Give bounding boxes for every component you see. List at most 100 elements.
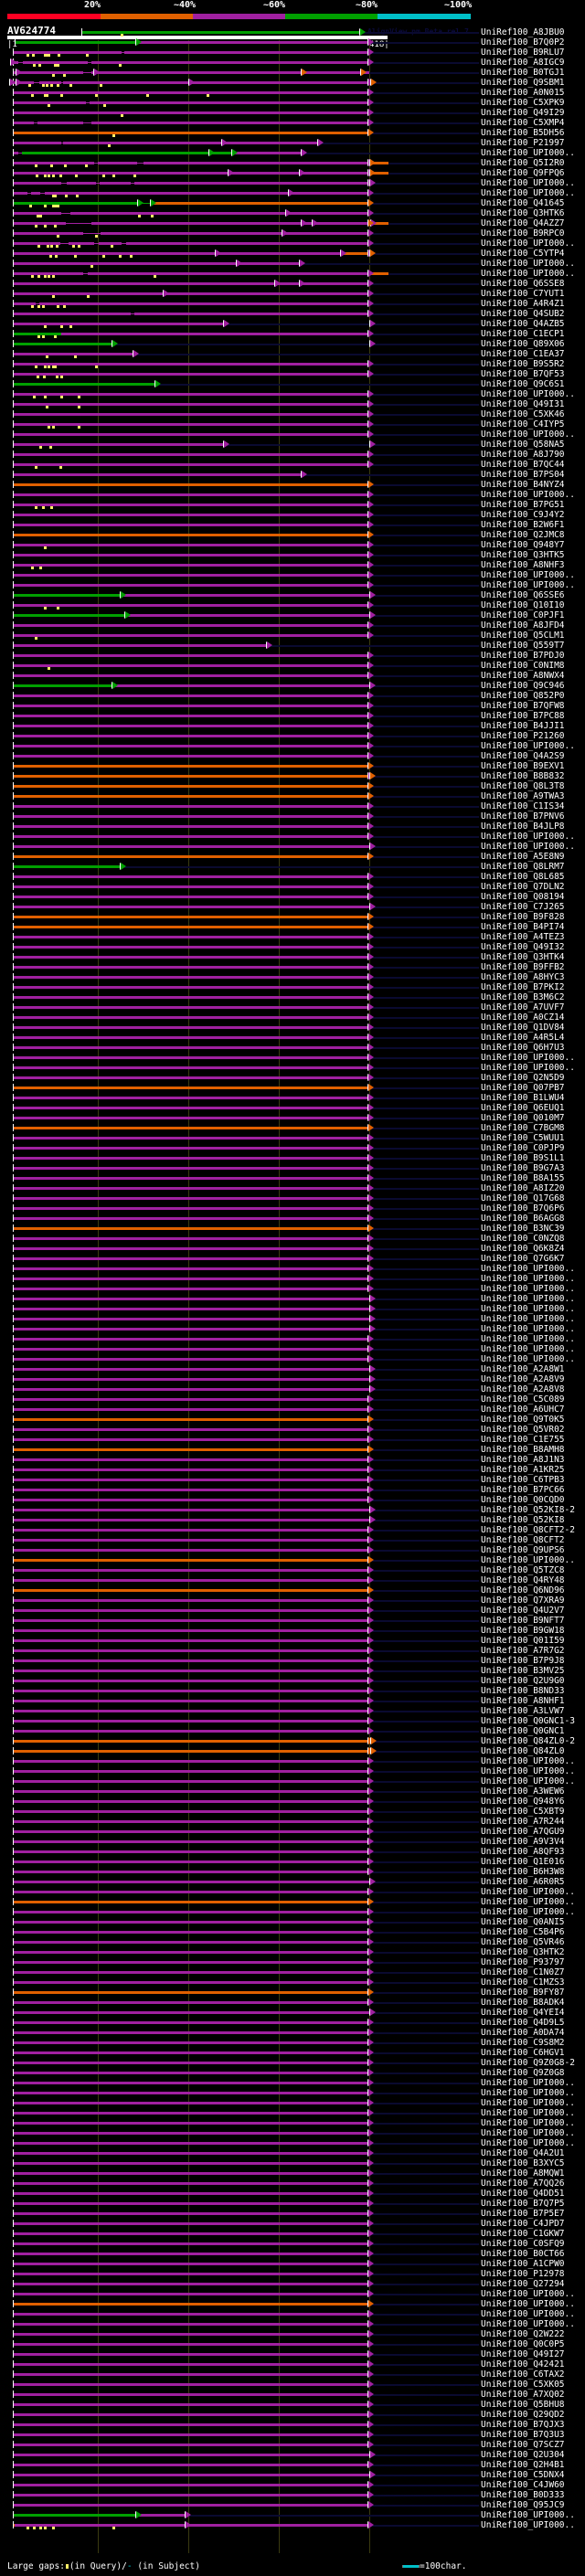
hsp-segment[interactable] (12, 2192, 369, 2195)
alignment-row[interactable]: UniRef100_UPI000.. (0, 2299, 585, 2309)
alignment-row[interactable]: UniRef100_Q6K8Z4 (0, 1244, 585, 1254)
subject-label[interactable]: UniRef100_Q58NA5 (481, 440, 565, 450)
alignment-row[interactable]: UniRef100_UPI000.. (0, 741, 585, 751)
alignment-row[interactable]: UniRef100_UPI000.. (0, 269, 585, 279)
alignment-row[interactable]: UniRef100_B8AMH8 (0, 1445, 585, 1455)
hsp-segment[interactable] (12, 2514, 138, 2517)
hsp-segment[interactable] (12, 2001, 369, 2004)
alignment-row[interactable]: UniRef100_UPI000.. (0, 1053, 585, 1063)
hsp-segment[interactable] (12, 976, 369, 979)
hsp-segment[interactable] (12, 222, 67, 225)
alignment-row[interactable]: UniRef100_P21260 (0, 731, 585, 741)
hsp-segment[interactable] (12, 1871, 369, 1873)
alignment-row[interactable]: UniRef100_UPI000.. (0, 2118, 585, 2128)
hsp-segment[interactable] (97, 162, 138, 164)
hsp-segment[interactable] (12, 1107, 369, 1109)
subject-label[interactable]: UniRef100_UPI000.. (481, 1324, 575, 1334)
alignment-row[interactable]: UniRef100_A8HYC3 (0, 972, 585, 982)
hsp-segment[interactable] (61, 594, 122, 597)
subject-label[interactable]: UniRef100_Q7XRA9 (481, 1595, 565, 1606)
alignment-row[interactable]: UniRef100_Q2H4B1 (0, 2460, 585, 2470)
hsp-segment[interactable] (12, 2494, 369, 2496)
hsp-segment[interactable] (12, 785, 369, 788)
hsp-segment[interactable] (12, 855, 369, 858)
subject-label[interactable]: UniRef100_B7QF53 (481, 369, 565, 379)
hsp-segment[interactable] (12, 353, 135, 355)
subject-label[interactable]: UniRef100_B9GW18 (481, 1626, 565, 1636)
subject-label[interactable]: UniRef100_C1E755 (481, 1435, 565, 1445)
alignment-row[interactable]: UniRef100_UPI000.. (0, 1344, 585, 1354)
hsp-segment[interactable] (12, 1036, 369, 1039)
subject-label[interactable]: UniRef100_UPI000.. (481, 2520, 575, 2530)
hsp-segment[interactable] (14, 41, 138, 44)
subject-label[interactable]: UniRef100_Q6K8Z4 (481, 1244, 565, 1254)
hsp-segment[interactable] (12, 1147, 369, 1150)
subject-label[interactable]: UniRef100_A8NHF3 (481, 560, 565, 570)
subject-label[interactable]: UniRef100_A4R5L4 (481, 1033, 565, 1043)
alignment-row[interactable]: UniRef100_B3NC39 (0, 1224, 585, 1234)
subject-label[interactable]: UniRef100_A2A8V9 (481, 1374, 565, 1384)
subject-label[interactable]: UniRef100_B7PS04 (481, 470, 565, 480)
alignment-row[interactable]: UniRef100_C5XK05 (0, 2380, 585, 2390)
subject-label[interactable]: UniRef100_B8B832 (481, 771, 565, 781)
subject-label[interactable]: UniRef100_UPI000.. (481, 1907, 575, 1917)
hsp-segment[interactable] (12, 1991, 369, 1994)
subject-label[interactable]: UniRef100_A3WEW6 (481, 1786, 565, 1797)
subject-label[interactable]: UniRef100_C5B4P6 (481, 1927, 565, 1937)
alignment-row[interactable]: UniRef100_A8J1N3 (0, 1455, 585, 1465)
hsp-segment[interactable] (12, 1780, 369, 1783)
subject-label[interactable]: UniRef100_B9NFT7 (481, 1616, 565, 1626)
hsp-segment[interactable] (12, 2263, 369, 2265)
subject-label[interactable]: UniRef100_Q948Y7 (481, 540, 565, 550)
alignment-row[interactable]: UniRef100_C5XK46 (0, 409, 585, 419)
alignment-row[interactable]: UniRef100_UPI000.. (0, 1284, 585, 1294)
subject-label[interactable]: UniRef100_Q6SSE8 (481, 279, 565, 289)
subject-label[interactable]: UniRef100_B3XYC5 (481, 2158, 565, 2168)
subject-label[interactable]: UniRef100_C6TAX2 (481, 2369, 565, 2380)
alignment-row[interactable]: UniRef100_A7QQ26 (0, 2178, 585, 2189)
alignment-row[interactable]: UniRef100_UPI000.. (0, 1294, 585, 1304)
alignment-row[interactable]: UniRef100_P21997 (0, 138, 585, 148)
subject-label[interactable]: UniRef100_B0D333 (481, 2490, 565, 2500)
alignment-row[interactable]: UniRef100_UPI000.. (0, 570, 585, 580)
alignment-row[interactable]: UniRef100_C7J265 (0, 902, 585, 912)
subject-label[interactable]: UniRef100_A8HYC3 (481, 972, 565, 982)
subject-label[interactable]: UniRef100_C1IS34 (481, 801, 565, 811)
alignment-row[interactable]: UniRef100_A8NHF3 (0, 560, 585, 570)
hsp-segment[interactable] (12, 1288, 369, 1290)
alignment-row[interactable]: UniRef100_Q95JC9 (0, 2500, 585, 2510)
subject-label[interactable]: UniRef100_B4NYZ4 (481, 480, 565, 490)
subject-label[interactable]: UniRef100_Q3HTK4 (481, 952, 565, 962)
alignment-row[interactable]: UniRef100_Q27294 (0, 2279, 585, 2289)
alignment-row[interactable]: UniRef100_C4JW60 (0, 2480, 585, 2490)
subject-label[interactable]: UniRef100_Q84ZL0 (481, 1746, 565, 1756)
hsp-segment[interactable] (12, 1026, 369, 1029)
hsp-segment[interactable] (12, 584, 369, 587)
hsp-segment[interactable] (12, 483, 369, 486)
hsp-segment[interactable] (12, 162, 95, 164)
alignment-row[interactable]: UniRef100_Q8L3T8 (0, 781, 585, 791)
alignment-row[interactable]: UniRef100_B1LWU4 (0, 1093, 585, 1103)
subject-label[interactable]: UniRef100_UPI000.. (481, 239, 575, 249)
hsp-segment[interactable] (12, 2082, 369, 2084)
hsp-segment[interactable] (12, 1941, 369, 1944)
hsp-segment[interactable] (12, 2152, 369, 2155)
hsp-segment[interactable] (12, 1599, 369, 1602)
alignment-row[interactable]: UniRef100_B0TGJ1 (0, 68, 585, 78)
subject-label[interactable]: UniRef100_Q2N5D9 (481, 1073, 565, 1083)
subject-label[interactable]: UniRef100_Q07PB7 (481, 1083, 565, 1093)
hsp-segment[interactable] (12, 282, 369, 285)
hsp-segment[interactable] (12, 694, 369, 697)
subject-label[interactable]: UniRef100_A8JFD4 (481, 620, 565, 631)
hsp-segment[interactable] (12, 383, 156, 386)
subject-label[interactable]: UniRef100_A3LVW7 (481, 1706, 565, 1716)
hsp-segment[interactable] (12, 1891, 369, 1893)
subject-label[interactable]: UniRef100_B9G7A3 (481, 1163, 565, 1173)
subject-label[interactable]: UniRef100_C0SFQ9 (481, 2239, 565, 2249)
hsp-segment[interactable] (12, 1499, 369, 1501)
hsp-segment[interactable] (12, 111, 369, 114)
alignment-row[interactable]: UniRef100_B8A155 (0, 1173, 585, 1183)
hsp-segment[interactable] (12, 172, 369, 175)
subject-label[interactable]: UniRef100_C5XBT9 (481, 1807, 565, 1817)
subject-label[interactable]: UniRef100_Q9C6S1 (481, 379, 565, 389)
